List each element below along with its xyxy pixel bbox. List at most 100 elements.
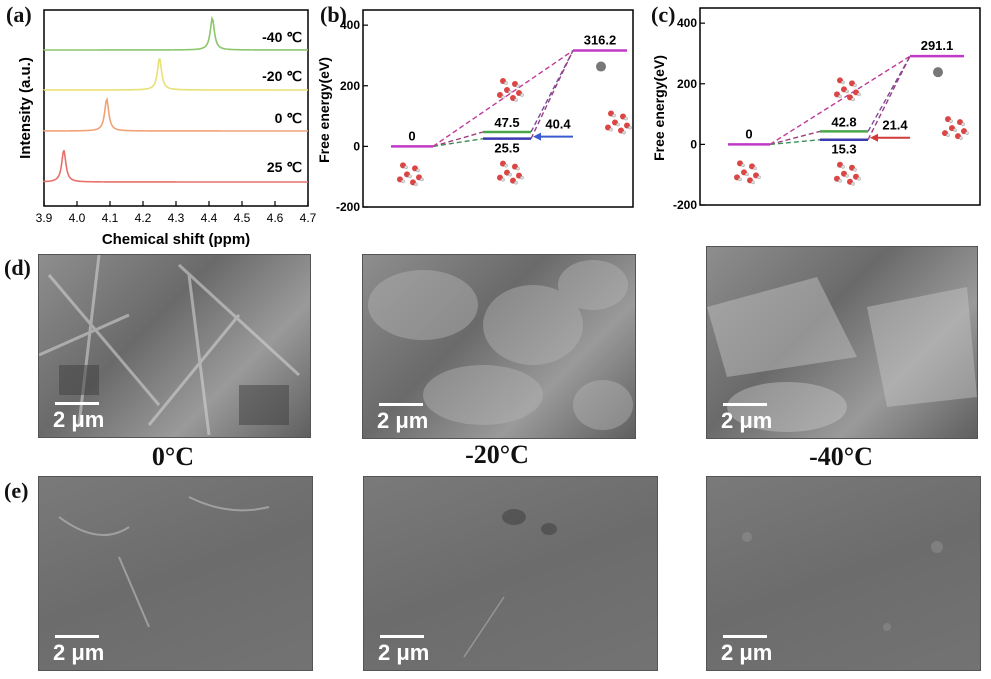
nmr-series-label: 0 ℃ — [275, 110, 303, 126]
molecule-cluster-icon — [961, 122, 965, 127]
molecule-cluster-icon — [508, 172, 512, 177]
nmr-x-ticks: 3.9 4.0 4.1 4.2 4.3 4.4 4.5 4.6 4.7 — [36, 201, 317, 225]
scale-label: 2 μm — [53, 640, 105, 665]
energy-level-label: 0 — [408, 128, 415, 143]
molecule-cluster-icon — [851, 181, 855, 186]
molecule-cluster-icon — [514, 180, 518, 185]
molecule-cluster-icon — [857, 176, 861, 181]
molecule-cluster-icon — [414, 182, 418, 187]
molecule-cluster-icon — [420, 177, 424, 182]
nmr-series-line — [43, 15, 308, 51]
molecule-cluster-icon — [501, 177, 505, 182]
energy-level-label: 291.1 — [921, 38, 954, 53]
nmr-x-tick-label: 4.2 — [135, 211, 152, 225]
energy-arrow-label: 40.4 — [545, 117, 571, 132]
molecule-cluster-icon — [738, 177, 742, 182]
panel-label-c: (c) — [651, 2, 676, 27]
molecule-cluster-icon — [408, 174, 412, 179]
scale-bar — [723, 403, 767, 406]
molecule-cluster-icon — [504, 81, 508, 85]
energy-level-label: 0 — [745, 126, 752, 141]
energy-y-tick-label: 400 — [340, 18, 360, 32]
temp-label-0c: 0°C — [151, 442, 195, 471]
energy-y-tick-label: 200 — [340, 79, 360, 93]
molecule-cluster-icon — [838, 178, 842, 183]
sem-image-d-minus20c: 2 μm — [362, 254, 636, 439]
energy-arrow-head — [533, 132, 541, 141]
molecule-cluster-icon — [853, 83, 857, 88]
sem-image-d-minus40c: 2 μm — [706, 246, 978, 439]
scale-label: 2 μm — [378, 640, 430, 665]
nmr-series-line — [43, 149, 308, 183]
energy-c-levels: 0 42.8 15.3 291.1 21.4 — [728, 38, 969, 186]
molecule-cluster-icon — [959, 136, 963, 141]
energy-level-label: 47.5 — [494, 115, 519, 130]
energy-c-y-axis-label: Free energy(eV) — [651, 55, 667, 161]
cation-marker — [596, 61, 606, 72]
molecule-cluster-icon — [616, 122, 620, 127]
molecule-cluster-icon — [757, 175, 761, 180]
molecule-cluster-icon — [853, 167, 857, 172]
molecule-cluster-icon — [416, 168, 420, 173]
scale-label: 2 μm — [377, 408, 429, 433]
molecule-cluster-icon — [741, 163, 745, 168]
molecule-cluster-icon — [504, 163, 508, 168]
energy-arrow-head — [870, 133, 878, 142]
molecule-cluster-icon — [949, 119, 953, 124]
energy-arrow-label: 21.4 — [882, 118, 908, 133]
energy-b-frame — [362, 9, 634, 208]
energy-level-label: 15.3 — [831, 142, 856, 157]
molecule-cluster-icon — [501, 95, 505, 99]
energy-level-label: 25.5 — [494, 141, 519, 156]
scale-bar — [55, 402, 99, 405]
nmr-x-tick-label: 3.9 — [36, 211, 53, 225]
molecule-cluster-icon — [622, 130, 626, 135]
panel-label-b: (b) — [320, 2, 347, 27]
molecule-cluster-icon — [965, 131, 969, 136]
nmr-series-line — [43, 96, 308, 132]
sem-texture — [58, 496, 270, 628]
panel-label-a: (a) — [6, 2, 32, 27]
energy-connector — [867, 55, 911, 132]
nmr-series: 25 ℃ 0 ℃ -20 ℃ -40 ℃ — [43, 15, 308, 183]
energy-connector — [432, 137, 484, 148]
sem-texture — [707, 277, 977, 432]
nmr-x-tick-label: 4.4 — [201, 211, 218, 225]
molecule-cluster-icon — [628, 125, 632, 130]
scale-bar — [380, 635, 424, 638]
panel-label-e: (e) — [4, 478, 29, 503]
nmr-x-tick-label: 4.6 — [267, 211, 284, 225]
molecule-cluster-icon — [946, 133, 950, 138]
molecule-cluster-icon — [845, 173, 849, 178]
energy-y-tick-label: -200 — [336, 200, 360, 214]
energy-b-levels: 0 47.5 25.5 316.2 40.4 — [391, 33, 632, 187]
energy-level-label: 42.8 — [831, 114, 856, 129]
temp-label-minus20c: -20°C — [465, 440, 529, 469]
energy-y-tick-label: 200 — [677, 77, 697, 91]
sem-image-e-0c: 2 μm — [38, 476, 313, 671]
molecule-cluster-icon — [857, 92, 861, 97]
nmr-x-tick-label: 4.5 — [234, 211, 251, 225]
scale-bar — [723, 635, 767, 638]
molecule-cluster-icon — [612, 113, 616, 118]
sem-image-d-0c: 2 μm — [38, 254, 311, 438]
temp-label-minus40c: -40°C — [809, 442, 873, 471]
scale-bar — [55, 635, 99, 638]
scale-label: 2 μm — [53, 407, 105, 432]
scale-bar — [379, 403, 423, 406]
energy-connector — [530, 50, 574, 139]
sem-image-e-minus20c: 2 μm — [363, 476, 658, 671]
cation-marker — [933, 67, 943, 78]
energy-connector — [769, 55, 911, 145]
nmr-x-tick-label: 4.3 — [168, 211, 185, 225]
molecule-cluster-icon — [841, 80, 845, 85]
energy-b-y-ticks: 400 200 0 -200 — [336, 18, 368, 214]
molecule-cluster-icon — [838, 94, 842, 99]
molecule-cluster-icon — [516, 84, 520, 88]
molecule-cluster-icon — [401, 179, 405, 184]
nmr-series-label: 25 ℃ — [267, 159, 302, 175]
nmr-x-tick-label: 4.7 — [300, 211, 317, 225]
energy-chart-c: 400 200 0 -200 0 42.8 15.3 291.1 21.4 Free ener… — [651, 7, 981, 212]
energy-chart-b: 400 200 0 -200 0 47.5 25.5 316.2 40.4 Free ener… — [316, 9, 634, 214]
molecule-cluster-icon — [609, 127, 613, 132]
